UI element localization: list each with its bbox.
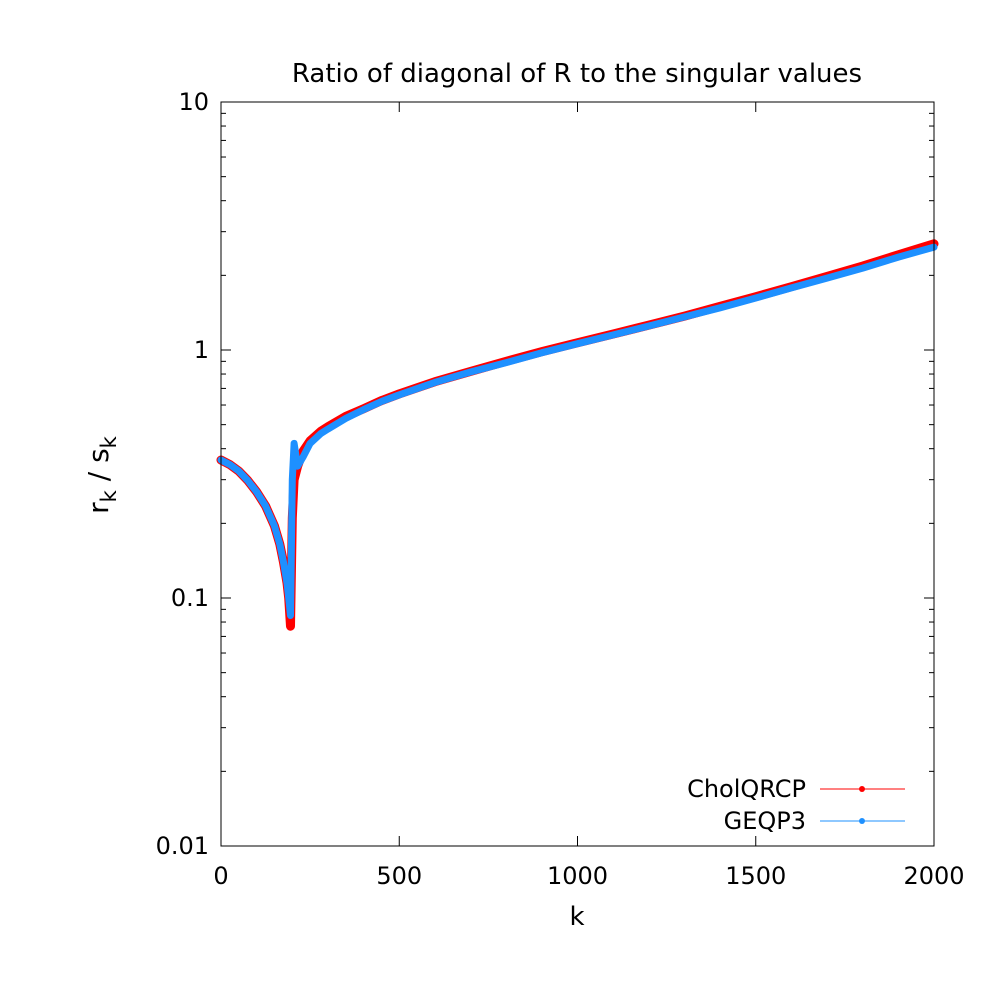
series-1-point-33: [788, 284, 795, 291]
y-label-s: s: [82, 448, 115, 463]
series-1-point-20: [360, 406, 367, 413]
y-label-sep: /: [82, 463, 115, 490]
y-axis-label: rk / sk: [82, 435, 121, 514]
series-1-point-6: [271, 523, 278, 530]
axis-tick-labels: 0 500 1000 1500 2000 0.01 0.1 1 10: [156, 88, 965, 890]
legend-marker-0: [859, 786, 865, 792]
series-1-point-9: [283, 579, 290, 586]
x-tick-label-3: 1500: [725, 862, 786, 890]
series-1-point-34: [824, 275, 831, 282]
x-axis-label: k: [569, 902, 584, 932]
legend-label-1: GEQP3: [724, 807, 806, 835]
series-1-point-16: [307, 440, 314, 447]
legend-marker-1: [859, 818, 865, 824]
series-1-point-26: [538, 349, 545, 356]
series-1-point-8: [280, 558, 287, 565]
series-1-point-21: [378, 398, 385, 405]
series-1-point-4: [253, 488, 260, 495]
series-1-point-13: [291, 440, 298, 447]
series-1-point-30: [681, 313, 688, 320]
series-1-point-23: [431, 379, 438, 386]
y-tick-label-1: 0.1: [171, 584, 209, 612]
series-0-point-11: [287, 623, 294, 630]
series-1-point-27: [574, 340, 581, 347]
series-1: [217, 243, 938, 619]
legend-label-0: CholQRCP: [687, 775, 806, 803]
plot-frame: [220, 101, 935, 847]
series-1-point-14: [294, 463, 301, 470]
series-1-point-32: [752, 295, 759, 302]
series-1-point-15: [299, 454, 306, 461]
x-tick-label-1: 500: [376, 862, 422, 890]
series-layer: [216, 239, 939, 631]
series-1-point-19: [342, 415, 349, 422]
series-line-1: [217, 243, 938, 619]
y-label-r: r: [82, 502, 115, 514]
series-1-point-35: [859, 265, 866, 272]
series-1-point-3: [244, 477, 251, 484]
series-1-point-10: [285, 595, 292, 601]
series-1-point-22: [396, 391, 403, 398]
series-0: [216, 239, 939, 631]
series-1-point-2: [235, 468, 242, 475]
series-1-point-31: [717, 304, 724, 311]
series-1-point-7: [276, 541, 283, 548]
x-tick-label-0: 0: [213, 862, 228, 890]
chart-title: Ratio of diagonal of R to the singular v…: [292, 59, 862, 89]
y-tick-label-0: 0.01: [156, 832, 209, 860]
legend: CholQRCP GEQP3: [687, 775, 905, 835]
x-tick-label-4: 2000: [903, 862, 964, 890]
y-tick-label-2: 1: [194, 336, 209, 364]
series-1-point-29: [645, 322, 652, 329]
y-label-r-sub: k: [97, 489, 121, 502]
series-1-point-11: [287, 612, 294, 619]
series-1-point-18: [324, 426, 331, 433]
series-1-point-24: [467, 369, 474, 376]
series-1-point-25: [503, 359, 510, 366]
axis-ticks: [220, 101, 935, 847]
series-1-point-1: [226, 461, 233, 468]
y-tick-label-3: 10: [178, 88, 209, 116]
series-line-0: [216, 239, 939, 631]
series-1-point-36: [895, 254, 902, 261]
series-1-point-12: [289, 476, 296, 483]
x-tick-label-2: 1000: [547, 862, 608, 890]
y-label-s-sub: k: [97, 435, 121, 448]
series-1-point-5: [262, 502, 269, 509]
svg-text:rk / sk: rk / sk: [82, 435, 121, 514]
series-1-point-28: [610, 331, 617, 338]
series-1-point-17: [317, 430, 324, 437]
